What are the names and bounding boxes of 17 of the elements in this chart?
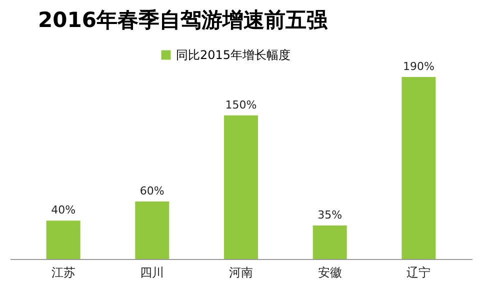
- x-tick-label: 江苏: [51, 266, 76, 280]
- x-tick-label: 河南: [229, 266, 253, 280]
- bar: [46, 220, 80, 259]
- data-label: 40%: [51, 204, 76, 217]
- data-label: 150%: [225, 98, 257, 112]
- data-label: 35%: [318, 208, 342, 222]
- bar: [312, 225, 347, 259]
- legend-label: 同比2015年增长幅度: [176, 48, 291, 62]
- x-tick-label: 安徽: [318, 266, 342, 280]
- bar: [402, 77, 436, 259]
- x-tick-label: 四川: [140, 266, 164, 280]
- bar: [135, 202, 170, 259]
- bar: [224, 115, 258, 259]
- data-label: 190%: [402, 60, 434, 73]
- data-label: 60%: [140, 184, 164, 198]
- x-tick-label: 辽宁: [406, 266, 431, 280]
- chart-title: 2016年春季自驾游增速前五强: [38, 8, 328, 32]
